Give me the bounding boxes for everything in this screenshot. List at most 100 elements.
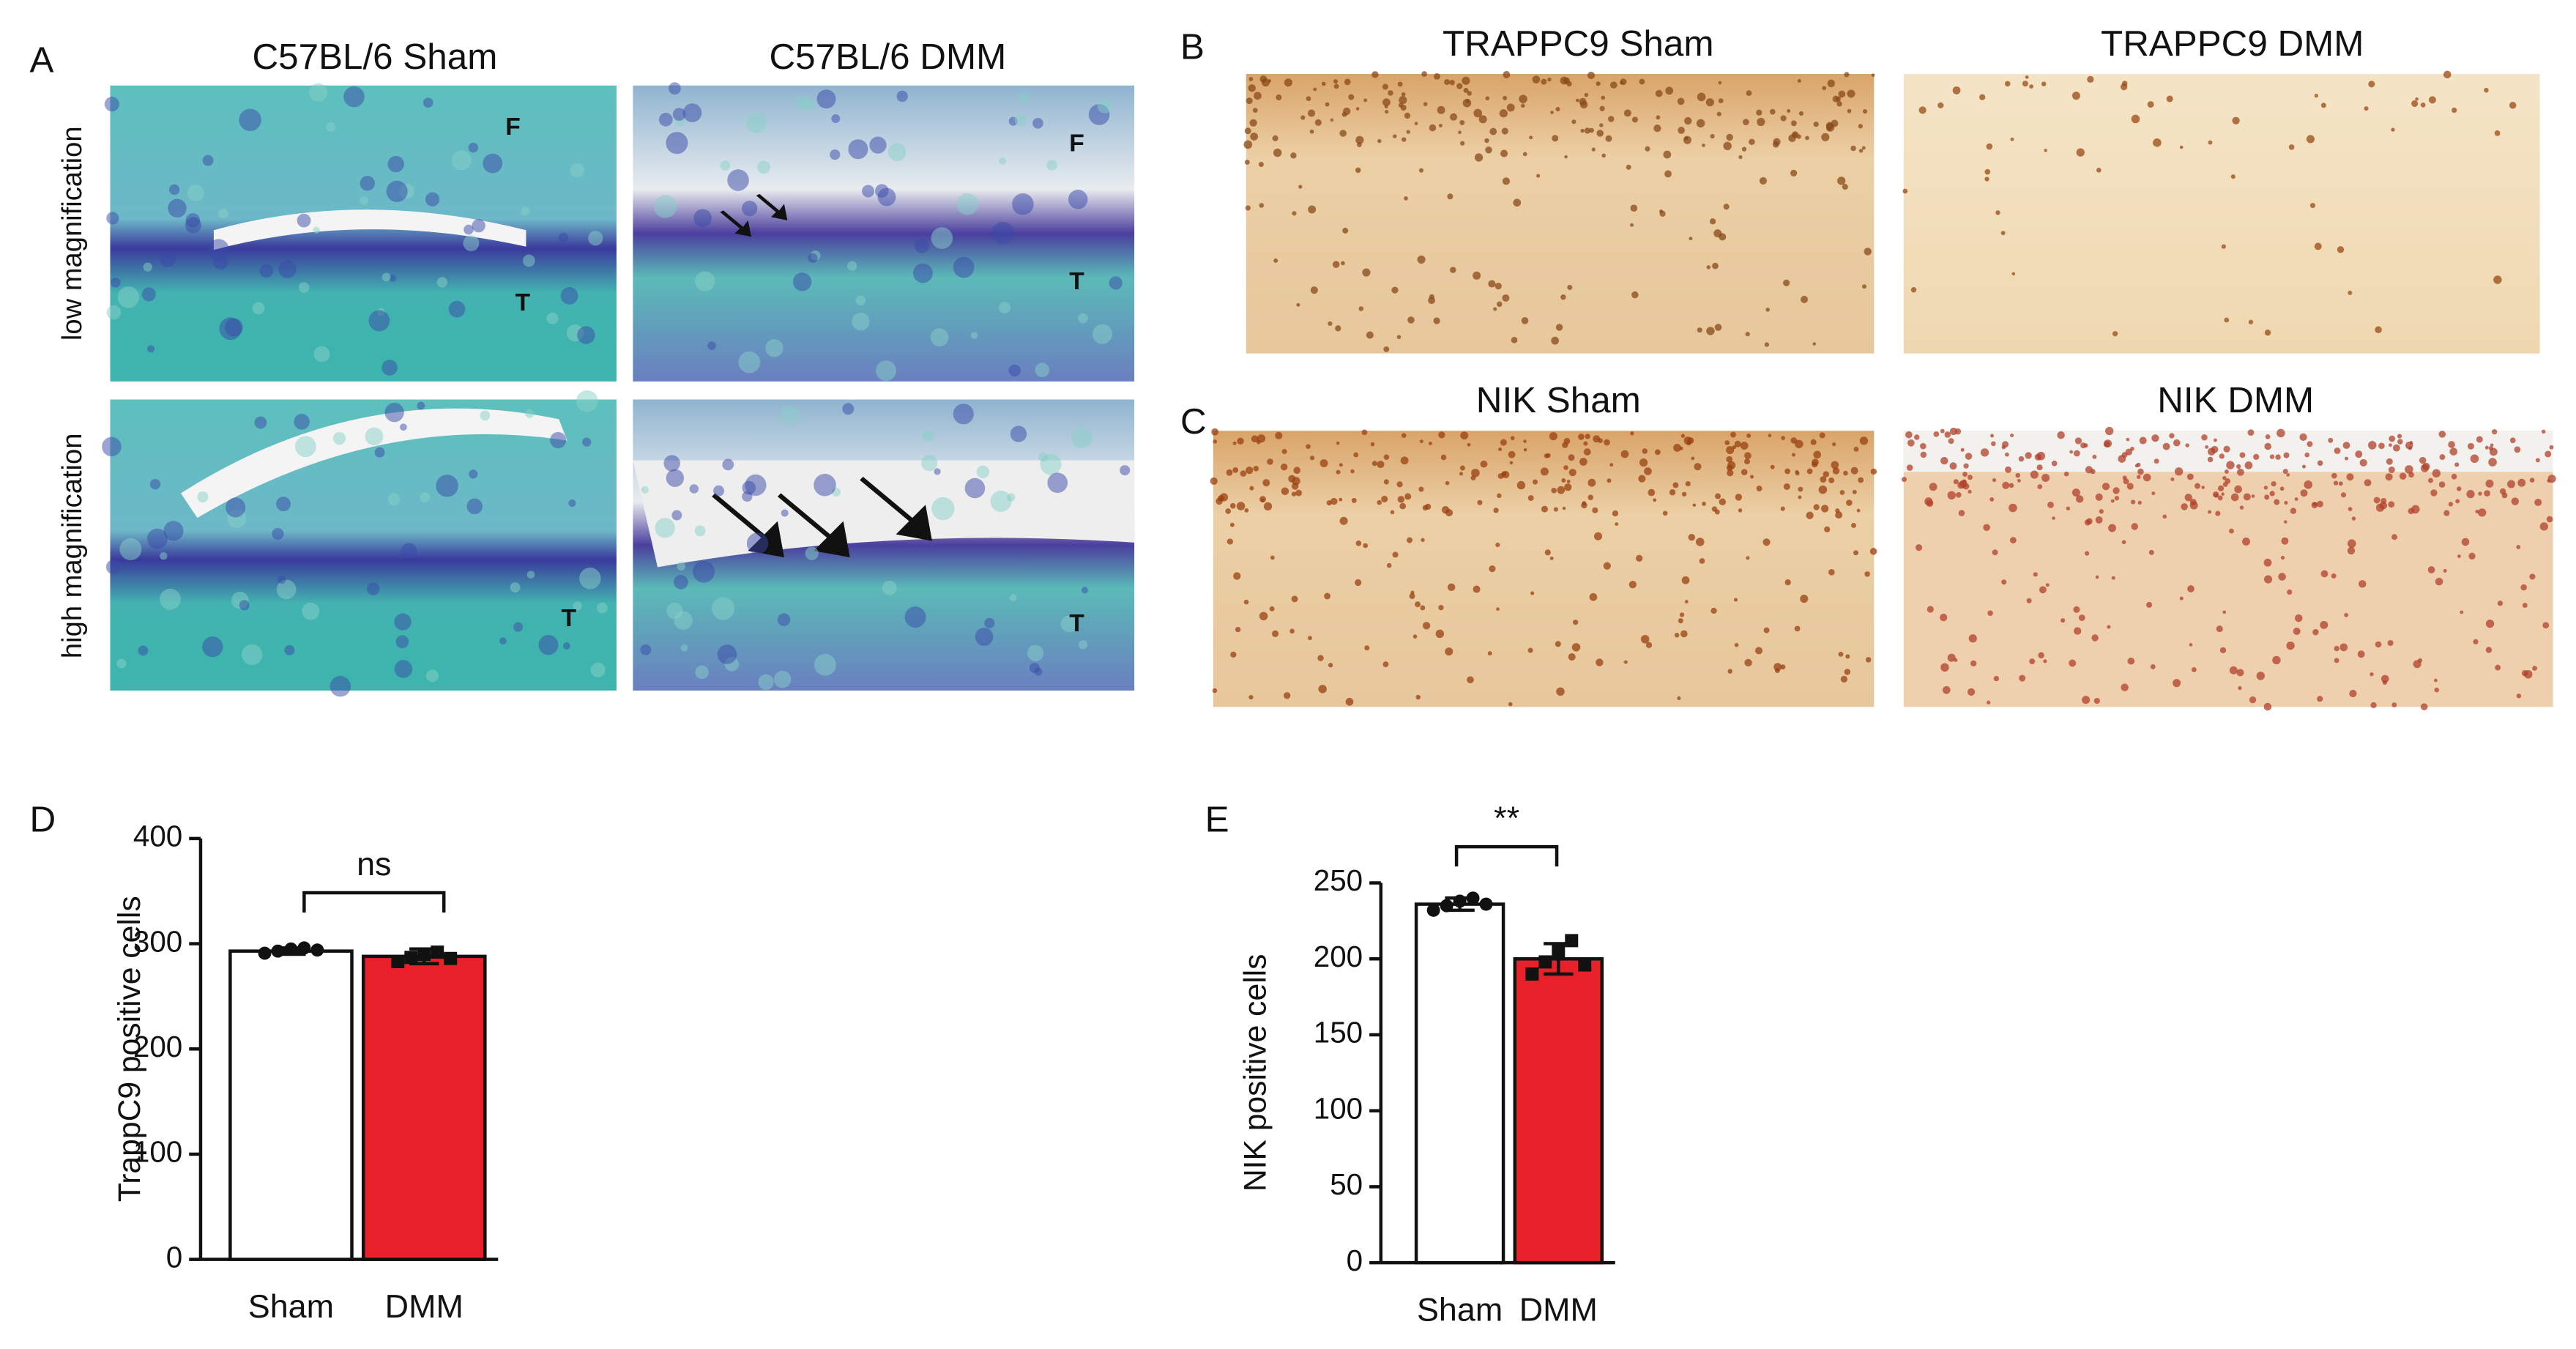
cell [1838,90,1846,98]
cell [1662,510,1668,516]
cell [1962,472,1968,477]
cell [2102,483,2110,491]
cell [1459,119,1465,125]
cell [1869,548,1877,555]
texture [510,582,521,592]
cell [2095,516,2103,524]
cell [2485,647,2493,653]
cell [1210,477,1218,485]
cell [2392,444,2400,452]
cell [1601,95,1606,100]
texture [795,96,810,111]
texture [717,644,737,664]
texture [577,326,595,344]
cell [1659,210,1666,217]
cell [2317,696,2323,702]
cell [1523,448,1527,452]
cell [1831,461,1839,469]
texture [309,83,328,102]
micrograph [1246,74,1875,354]
cell [2284,500,2288,505]
cell [2087,75,2094,83]
cell [1358,306,1364,311]
cell [1744,458,1751,465]
cell [1314,119,1322,126]
cell [1339,497,1343,502]
cell [1813,450,1822,459]
y-tick-label: 100 [1314,1091,1363,1125]
cell [2069,659,2077,667]
cell [1291,483,1299,490]
cell [1754,647,1763,655]
cell [1321,81,1326,86]
cell [1631,116,1638,123]
cell [1984,168,1991,175]
cell [1726,464,1733,472]
cell [2349,689,2357,698]
cell [2189,501,2198,510]
cell [2099,509,2104,514]
cell [1827,127,1831,131]
cell [2146,601,2153,608]
texture [914,238,930,253]
cell [1550,111,1554,114]
cell [1503,71,1511,78]
cell [1636,554,1643,562]
cell [1623,109,1631,117]
cell [2170,477,2175,481]
texture [469,469,478,479]
cell [2370,672,2374,677]
cell [2516,694,2522,699]
cell [2195,483,2200,489]
cell [2230,174,2236,179]
cell [1561,478,1566,483]
cell [1813,121,1819,127]
cell [2316,500,2323,508]
texture [998,301,1010,313]
cell [1711,506,1718,512]
cell [1861,146,1866,150]
cell [2186,473,2194,480]
cell [1410,590,1415,595]
cell [1805,135,1809,141]
cell [1726,456,1733,463]
cell [1858,477,1864,483]
cell [2029,658,2036,665]
cell [2549,445,2554,450]
cell [1820,476,1827,483]
cell [2286,473,2290,477]
cell [2494,130,2501,136]
cell [2103,441,2110,447]
cell [1240,470,1247,477]
cell [1812,461,1818,468]
cell [1485,96,1490,101]
cell [2287,589,2293,595]
cell [2460,610,2464,614]
texture [931,227,953,249]
bar [1513,957,1604,1265]
cell [1211,428,1219,436]
cell [1308,109,1316,117]
cell [1484,138,1489,144]
cell [1871,73,1875,77]
cell [1412,634,1418,639]
cell [1510,436,1515,441]
cell [1746,433,1752,438]
cell [1780,115,1787,122]
texture [654,195,677,218]
cell [1960,447,1965,452]
cell [1847,89,1855,98]
texture [381,360,398,376]
cell [2150,664,2156,669]
cell [1726,133,1733,141]
cell [2314,242,2322,250]
texture [365,427,384,446]
cell [1445,508,1453,517]
cell [1648,488,1656,497]
cell [1458,130,1462,135]
cell [2184,494,2192,502]
texture [588,231,603,246]
cell [2123,478,2129,485]
cell [2430,489,2438,497]
cell [2420,103,2426,108]
